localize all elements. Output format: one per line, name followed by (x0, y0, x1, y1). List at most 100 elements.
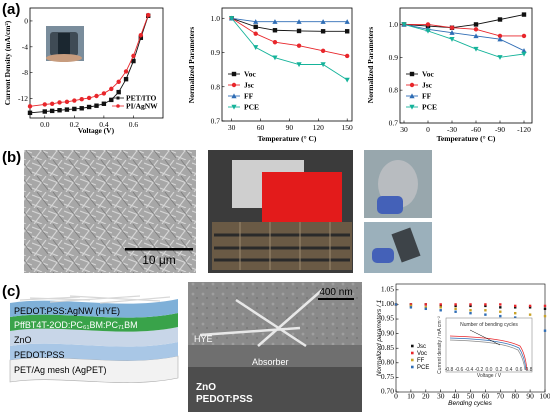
series-line-pet-ito (29, 15, 149, 114)
data-point-pce (296, 62, 302, 68)
data-point-pce (469, 311, 472, 315)
inset-x-tick-label: -0.2 (475, 367, 484, 373)
y-tick-label: 1.0 (211, 14, 221, 23)
data-point-voc (528, 304, 532, 308)
data-point-pce (229, 16, 235, 21)
y-tick-label: -12 (18, 94, 28, 103)
data-point-pi-agnw (72, 98, 77, 103)
x-tick-label: 40 (452, 392, 460, 401)
data-point-pce (439, 309, 442, 312)
plot-frame (399, 7, 533, 124)
inset-x-tick-label: 0.0 (486, 367, 493, 373)
data-point-pce (449, 37, 455, 42)
legend-label-jsc: Jsc (422, 81, 433, 90)
x-tick-label: 50 (467, 392, 475, 401)
data-point-voc (454, 303, 457, 306)
y-tick-label: 1.05 (381, 285, 394, 294)
data-point-voc (424, 303, 427, 306)
data-point-ff (499, 310, 502, 313)
data-point-ff (253, 19, 259, 24)
inset-x-tick-label: 0.2 (496, 367, 503, 373)
legend-label-pce: PCE (422, 103, 437, 112)
label-pedot: PEDOT:PSS (14, 350, 65, 360)
data-point-voc (514, 304, 517, 308)
y-tick-label: 0.90 (381, 328, 394, 337)
bending-cycles-chart: 0 10 20 30 40 50 60 70 80 90 100 0.70 0.75 0.80 0.85 0.… (376, 283, 550, 407)
data-point-voc (543, 304, 547, 308)
legend-marker-jsc (411, 344, 414, 348)
data-point-jsc (253, 31, 258, 36)
layer-pedot (10, 342, 178, 361)
legend-marker-pi-agnw (116, 104, 120, 108)
data-point-pce (409, 306, 413, 309)
data-point-pet-ito (94, 103, 99, 108)
data-point-ff (296, 19, 302, 24)
series-voc (401, 12, 527, 30)
y-axis-label: Normalized parameters / 1 (376, 299, 383, 376)
inset-curve-3 (449, 339, 526, 371)
x-tick-label: 120 (313, 123, 325, 132)
data-point-pet-ito (116, 89, 121, 95)
inset-x-label: Voltage / V (477, 373, 502, 379)
legend-marker-voc (411, 351, 414, 355)
data-point-pce (499, 314, 502, 318)
data-point-pce (320, 62, 326, 68)
data-point-pce (253, 45, 259, 50)
data-point-ff (449, 30, 455, 35)
series-line-ff (231, 17, 348, 23)
data-point-jsc (528, 306, 532, 309)
legend-marker-ff (409, 93, 415, 99)
data-point-pce (497, 55, 503, 60)
roll-coater-photo (208, 150, 353, 273)
series-line-pce (403, 23, 525, 58)
tem-label-hye: HYE (194, 334, 213, 344)
y-tick-label: 0.7 (211, 117, 221, 126)
data-point-jsc (320, 48, 326, 54)
flexible-device-photos (364, 150, 432, 273)
data-point-pi-agnw (109, 86, 114, 92)
data-point-pi-agnw (49, 101, 55, 106)
data-point-ff (497, 36, 503, 42)
device-active-area (58, 33, 70, 55)
data-point-ff (454, 307, 457, 311)
series-jsc (401, 22, 527, 39)
panel-label-a: (a) (2, 1, 20, 18)
x-tick-label: 30 (228, 123, 236, 132)
inset-x-tick-label: -0.8 (445, 367, 454, 373)
data-point-pet-ito (138, 35, 144, 40)
y-tick-label: 0.8 (211, 82, 221, 91)
coated-film (212, 222, 352, 270)
data-point-pet-ito (27, 110, 33, 116)
layer-absorber (10, 313, 178, 332)
series-line-pi-agnw (29, 14, 149, 107)
panel-label-b: (b) (2, 149, 21, 166)
y-tick-label: 0.9 (211, 48, 221, 57)
tem-label-pedot: PEDOT:PSS (196, 394, 253, 405)
data-point-pet-ito (42, 109, 47, 114)
data-point-pi-agnw (123, 69, 129, 74)
sem-nanowire-texture (24, 150, 196, 273)
x-tick-label: 10 (407, 392, 415, 401)
data-point-pce (514, 316, 517, 319)
x-tick-label: 0.2 (70, 120, 80, 129)
y-tick-label: 0.70 (381, 387, 394, 396)
data-point-pce (424, 307, 427, 311)
layer-zno (10, 327, 178, 347)
data-point-voc (344, 29, 350, 34)
inset-jv-plot: Number of bending cycles Voltage / V Cur… (437, 316, 533, 379)
tem-label-zno: ZnO (196, 382, 216, 393)
data-point-voc (409, 303, 413, 306)
absorber-band (188, 345, 362, 367)
high-temperature-chart: 30 60 90 120 150 0.7 0.8 0.9 1.0 Temperature (° … (187, 7, 353, 143)
x-tick-label: 90 (526, 392, 534, 401)
y-axis-label: Normalized Parameters (187, 27, 196, 104)
data-point-voc (521, 12, 527, 17)
data-point-pet-ito (123, 76, 129, 82)
device-photo-inset (46, 26, 84, 62)
data-point-voc (497, 17, 503, 22)
data-point-pi-agnw (86, 95, 92, 101)
data-point-ff (344, 19, 350, 24)
sem-scale-label: 10 μm (142, 253, 176, 267)
low-temperature-chart: 30 0 -30 -60 -90 -120 0.7 0.8 0.9 1.0 Temperature… (366, 7, 533, 143)
